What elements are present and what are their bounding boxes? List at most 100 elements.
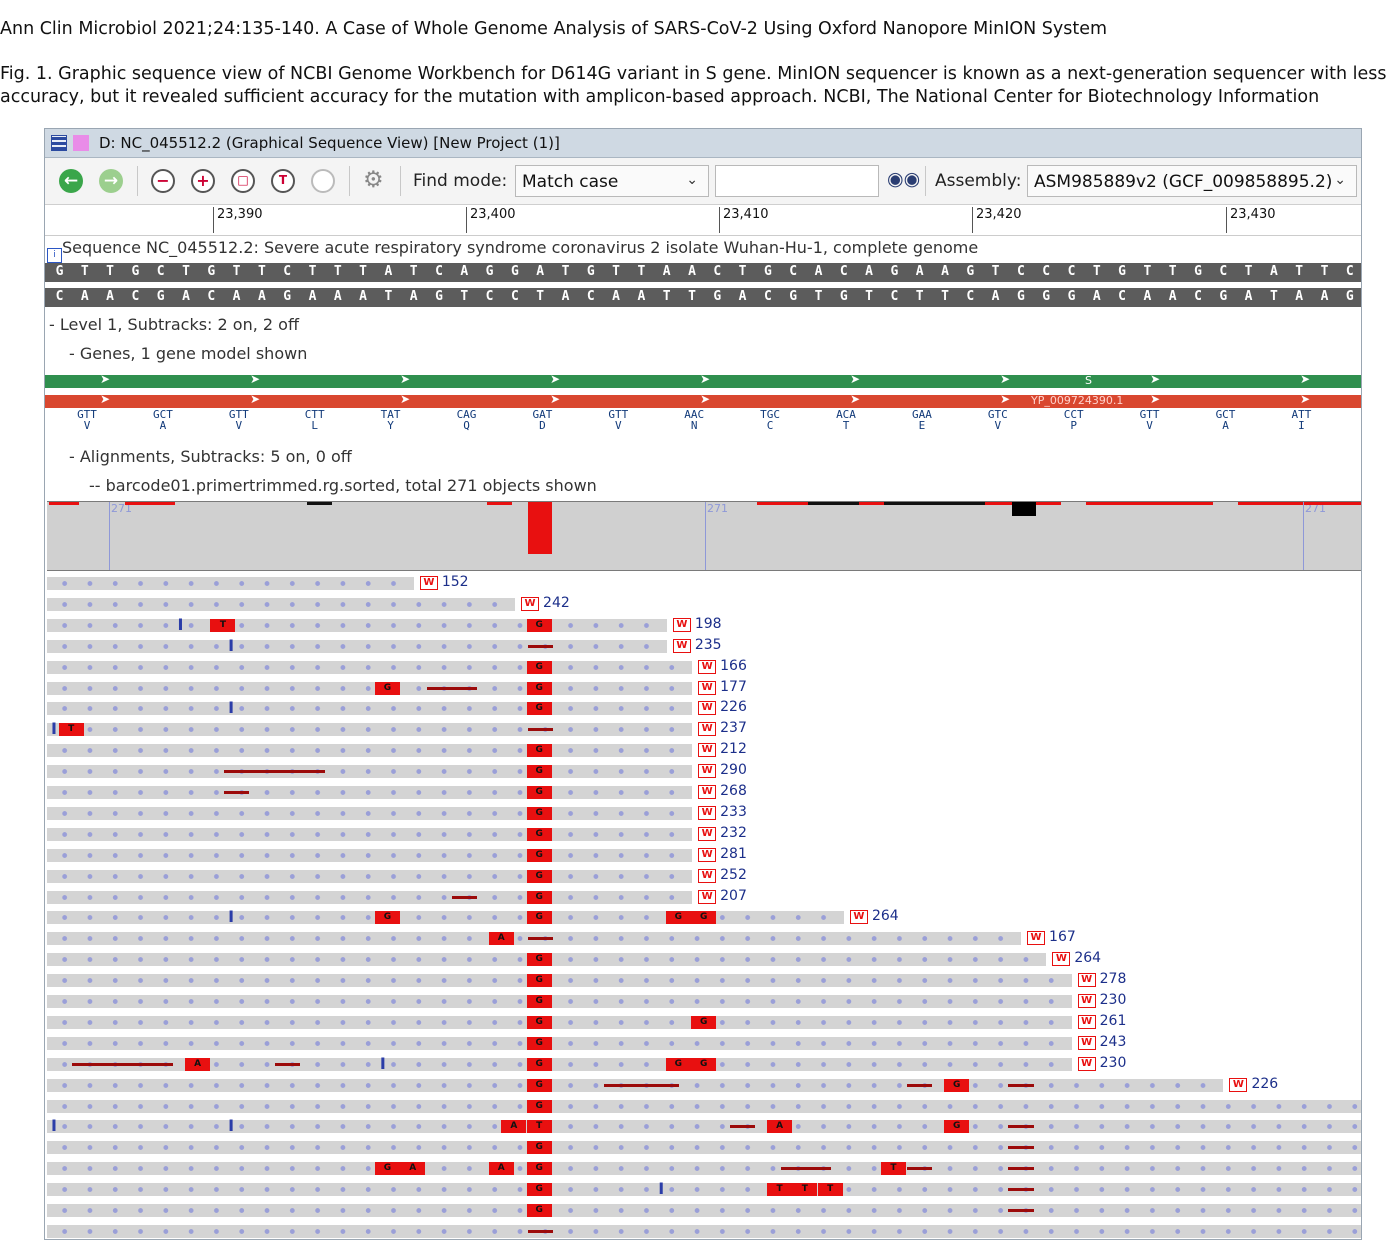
settings-icon[interactable]: ⚙ xyxy=(363,167,384,193)
mismatch-base[interactable]: G xyxy=(526,869,552,883)
mismatch-base[interactable]: G xyxy=(526,953,552,967)
mismatch-base[interactable]: G xyxy=(526,618,552,632)
mismatch-base[interactable]: G xyxy=(691,1057,717,1071)
zoom-in-icon[interactable]: + xyxy=(191,169,215,193)
alignment-read[interactable] xyxy=(47,577,414,590)
read-flag-icon[interactable]: W xyxy=(1229,1077,1248,1092)
insertion-icon[interactable]: I xyxy=(658,1179,665,1199)
read-flag-icon[interactable]: W xyxy=(1077,1035,1096,1050)
mismatch-base[interactable]: G xyxy=(526,744,552,758)
read-flag-icon[interactable]: W xyxy=(419,576,438,590)
alignment-read[interactable]: G xyxy=(47,806,693,820)
mismatch-base[interactable]: G xyxy=(944,1078,970,1092)
alignment-read[interactable] xyxy=(47,597,516,611)
insertion-icon[interactable]: I xyxy=(228,1116,235,1136)
mismatch-base[interactable]: G xyxy=(526,848,552,862)
mismatch-base[interactable]: A xyxy=(501,1120,527,1134)
mismatch-base[interactable]: T xyxy=(767,1183,793,1197)
mismatch-base[interactable]: G xyxy=(691,1015,717,1029)
back-icon[interactable]: ← xyxy=(59,169,83,193)
zoom-reset-icon[interactable] xyxy=(311,169,335,193)
mismatch-base[interactable]: G xyxy=(665,1057,691,1071)
read-flag-icon[interactable]: W xyxy=(698,743,717,758)
insertion-icon[interactable]: I xyxy=(228,907,235,927)
barcode-label[interactable]: -- barcode01.primertrimmed.rg.sorted, to… xyxy=(89,476,597,495)
zoom-text-icon[interactable]: T xyxy=(271,169,295,193)
mismatch-base[interactable]: G xyxy=(526,1141,552,1155)
level-label[interactable]: - Level 1, Subtracks: 2 on, 2 off xyxy=(49,315,299,334)
forward-icon[interactable]: → xyxy=(99,169,123,193)
mismatch-base[interactable]: G xyxy=(374,1162,400,1176)
read-flag-icon[interactable]: W xyxy=(698,847,717,862)
read-flag-icon[interactable]: W xyxy=(1077,973,1096,988)
zoom-out-icon[interactable]: − xyxy=(151,169,175,193)
mismatch-base[interactable]: G xyxy=(526,974,552,988)
mismatch-base[interactable]: G xyxy=(526,1036,552,1050)
alignment-read[interactable]: G xyxy=(47,1204,1361,1217)
mismatch-base[interactable]: G xyxy=(526,681,552,695)
assembly-select[interactable]: ASM985889v2 (GCF_009858895.2) ⌄ xyxy=(1027,165,1357,197)
mismatch-base[interactable]: G xyxy=(526,1162,552,1176)
mismatch-base[interactable]: G xyxy=(691,911,717,925)
alignment-read[interactable] xyxy=(47,1224,1361,1238)
zoom-region-icon[interactable]: □ xyxy=(231,169,255,193)
mismatch-base[interactable]: A xyxy=(488,932,514,946)
sequence-info-icon[interactable]: i xyxy=(47,248,62,263)
read-flag-icon[interactable]: W xyxy=(1052,952,1071,967)
read-flag-icon[interactable]: W xyxy=(521,596,540,611)
binoculars-icon[interactable]: ◉◉ xyxy=(887,168,921,190)
read-flag-icon[interactable]: W xyxy=(698,785,717,799)
mismatch-base[interactable]: G xyxy=(374,681,400,695)
mismatch-base[interactable]: A xyxy=(767,1120,793,1134)
alignment-read[interactable]: G xyxy=(47,765,693,779)
insertion-icon[interactable]: I xyxy=(228,698,235,718)
alignment-read[interactable]: G xyxy=(47,1036,1072,1050)
insertion-icon[interactable]: I xyxy=(51,1116,57,1136)
mismatch-base[interactable]: G xyxy=(526,786,552,799)
mismatch-base[interactable]: A xyxy=(488,1162,514,1176)
mismatch-base[interactable]: G xyxy=(526,995,552,1008)
mismatch-base[interactable]: G xyxy=(526,827,552,841)
insertion-icon[interactable]: I xyxy=(177,614,184,634)
mismatch-base[interactable]: G xyxy=(526,806,552,820)
mismatch-base[interactable]: G xyxy=(526,1099,552,1113)
alignment-read[interactable]: G xyxy=(47,1141,1361,1155)
mismatch-base[interactable]: G xyxy=(665,911,691,925)
read-flag-icon[interactable]: W xyxy=(698,764,717,779)
gene-band[interactable]: ➤ ➤ ➤ ➤ ➤ ➤ ➤ ➤ ➤ xyxy=(45,372,1361,388)
mismatch-base[interactable]: G xyxy=(526,702,552,716)
mismatch-base[interactable]: T xyxy=(526,1120,552,1134)
mismatch-base[interactable]: G xyxy=(526,1015,552,1029)
alignment-read[interactable]: G xyxy=(47,869,693,883)
mismatch-base[interactable]: G xyxy=(526,1204,552,1217)
mismatch-base[interactable]: G xyxy=(526,911,552,925)
alignment-read[interactable]: A xyxy=(47,932,1022,946)
read-flag-icon[interactable]: W xyxy=(698,701,717,716)
read-flag-icon[interactable]: W xyxy=(1077,1014,1096,1029)
alignment-read[interactable]: G xyxy=(47,1099,1361,1113)
alignment-read[interactable]: G xyxy=(47,995,1072,1008)
mismatch-base[interactable]: G xyxy=(526,1183,552,1197)
alignment-read[interactable]: I xyxy=(47,636,667,654)
mismatch-base[interactable]: G xyxy=(374,911,400,925)
read-flag-icon[interactable]: W xyxy=(698,889,717,904)
read-flag-icon[interactable]: W xyxy=(698,826,717,841)
mismatch-base[interactable]: G xyxy=(944,1120,970,1134)
mismatch-base[interactable]: G xyxy=(526,1078,552,1092)
mismatch-base[interactable]: T xyxy=(880,1162,906,1176)
read-flag-icon[interactable]: W xyxy=(698,722,717,737)
insertion-icon[interactable]: I xyxy=(51,719,57,739)
mismatch-base[interactable]: T xyxy=(210,618,236,632)
mismatch-base[interactable]: G xyxy=(526,660,552,674)
mismatch-base[interactable]: G xyxy=(526,765,552,779)
alignments-label[interactable]: - Alignments, Subtracks: 5 on, 0 off xyxy=(69,447,352,466)
alignment-read[interactable]: G xyxy=(47,953,1047,967)
insertion-icon[interactable]: I xyxy=(379,1053,386,1073)
read-flag-icon[interactable]: W xyxy=(698,659,717,674)
